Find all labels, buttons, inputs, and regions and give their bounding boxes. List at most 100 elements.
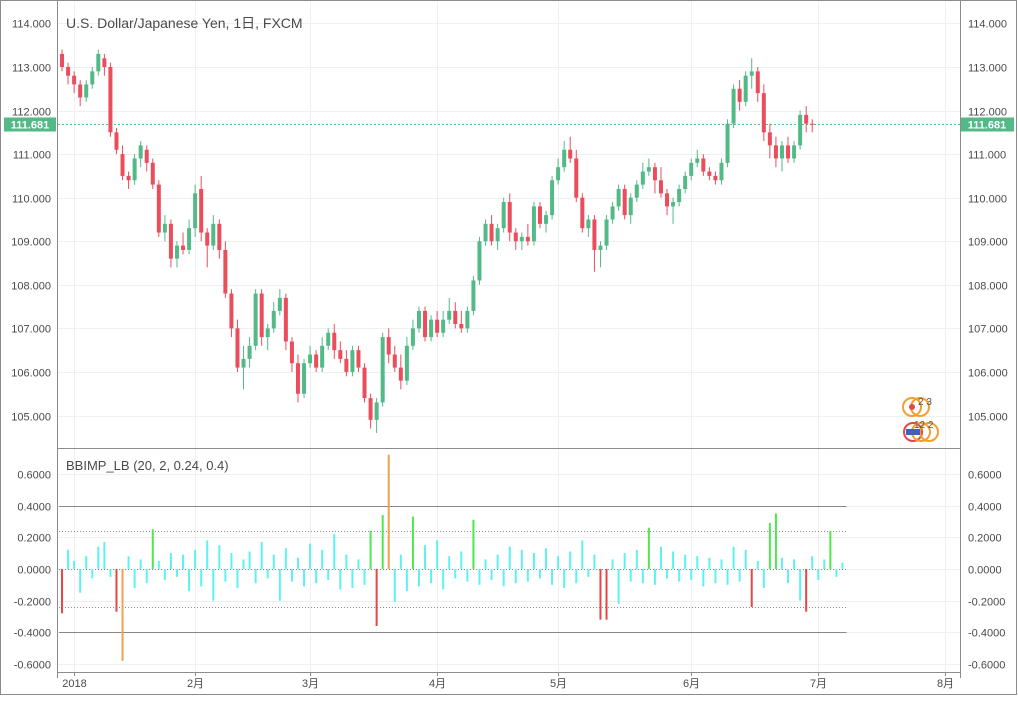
- indicator-bar: [194, 549, 197, 569]
- indicator-bar: [750, 568, 753, 607]
- indicator-bar: [339, 568, 342, 590]
- indicator-axis-right[interactable]: 0.6000 0.4000 0.2000 0.0000 -0.2000 -0.4000 -0…: [968, 470, 1005, 672]
- indicator-bar: [182, 554, 185, 569]
- time-axis[interactable]: 2018 2月 3月 4月 5月 6月 7月 8月: [62, 672, 954, 690]
- indicator-tick-label: 0.0000: [968, 565, 1002, 577]
- candle-body: [344, 358, 349, 372]
- event-badges[interactable]: 2 3 12 2: [902, 397, 939, 442]
- candle-body: [731, 88, 736, 124]
- indicator-bar: [200, 568, 203, 587]
- price-tick-label: 109.000: [11, 237, 51, 249]
- indicator-bar: [369, 530, 372, 569]
- candle-body: [544, 215, 549, 224]
- candle-body: [489, 223, 494, 242]
- indicator-bar: [605, 568, 608, 620]
- indicator-bar: [793, 559, 796, 569]
- candle-body: [719, 162, 724, 181]
- price-tick-label: 110.000: [12, 194, 51, 206]
- candle-body: [507, 202, 512, 233]
- candle-body: [779, 145, 784, 159]
- indicator-bar: [599, 568, 602, 620]
- price-tick-label: 109.000: [968, 237, 1008, 249]
- candle-body: [332, 332, 337, 351]
- indicator-bar: [684, 554, 687, 569]
- indicator-tick-label: 0.0000: [17, 565, 51, 577]
- candle-body: [174, 245, 179, 259]
- candle-body: [616, 188, 621, 207]
- indicator-bar: [278, 568, 281, 601]
- price-tick-label: 105.000: [968, 412, 1008, 424]
- indicator-bar: [284, 548, 287, 569]
- candle-body: [640, 171, 645, 185]
- candle-body: [235, 328, 240, 368]
- indicator-tick-label: 0.2000: [968, 533, 1002, 545]
- candle-body: [374, 402, 379, 420]
- indicator-bar: [91, 568, 94, 579]
- candle-body: [259, 293, 264, 338]
- candle-body: [798, 114, 803, 146]
- main-price-axis-left[interactable]: 114.000 113.000 112.000 111.000 110.000 109.0…: [11, 19, 51, 424]
- indicator-bar: [188, 568, 191, 592]
- price-tick-label: 111.000: [13, 150, 51, 162]
- candle-body: [665, 193, 670, 207]
- main-chart-title: U.S. Dollar/Japanese Yen, 1日, FXCM: [66, 15, 303, 31]
- event-badge-top[interactable]: 2 3: [902, 397, 932, 417]
- indicator-bar: [623, 553, 626, 569]
- price-tick-label: 105.000: [11, 412, 51, 424]
- indicator-bar: [780, 557, 783, 569]
- candle-body: [737, 88, 742, 102]
- candle-body: [265, 328, 270, 338]
- indicator-bar: [581, 540, 584, 569]
- indicator-bar: [411, 516, 414, 569]
- indicator-bar: [478, 568, 481, 585]
- candle-body: [229, 293, 234, 329]
- candle-body: [223, 249, 228, 294]
- candle-body: [72, 75, 77, 85]
- indicator-bar: [254, 568, 257, 584]
- time-tick-label: 2月: [187, 678, 204, 690]
- last-price-label-left: 111.681: [4, 117, 56, 132]
- indicator-tick-label: -0.6000: [14, 660, 51, 672]
- indicator-bar: [363, 568, 366, 585]
- candle-body: [677, 188, 682, 203]
- indicator-bar: [296, 557, 299, 569]
- event-badge-top-text: 2 3: [918, 397, 932, 408]
- candle-body: [459, 324, 464, 329]
- indicator-bar: [829, 530, 832, 569]
- candle-body: [60, 53, 65, 67]
- indicator-bar: [496, 554, 499, 569]
- main-price-axis-right[interactable]: 114.000 113.000 112.000 111.000 110.000 109.0…: [968, 19, 1008, 424]
- indicator-bar: [309, 543, 312, 569]
- indicator-bar: [127, 556, 130, 569]
- candle-body: [289, 341, 294, 364]
- candle-body: [380, 337, 385, 403]
- candle-body: [132, 158, 137, 181]
- event-badge-bottom-text: 12 2: [914, 420, 934, 431]
- candle-body: [416, 310, 421, 329]
- candle-body: [150, 162, 155, 185]
- indicator-bar: [708, 557, 711, 569]
- indicator-bar: [720, 559, 723, 569]
- indicator-bar: [375, 568, 378, 627]
- candle-body: [562, 149, 567, 168]
- price-tick-label: 111.000: [968, 150, 1006, 162]
- indicator-tick-label: 0.6000: [968, 470, 1002, 482]
- candle-body: [441, 319, 446, 333]
- indicator-axis-left[interactable]: 0.6000 0.4000 0.2000 0.0000 -0.2000 -0.4000 -0…: [14, 470, 51, 672]
- candle-body: [193, 193, 198, 229]
- event-badge-bottom[interactable]: 12 2: [903, 420, 939, 442]
- candle-body: [453, 310, 458, 325]
- candle-body: [634, 184, 639, 198]
- indicator-bar: [702, 568, 705, 587]
- price-tick-label: 106.000: [968, 368, 1008, 380]
- indicator-bar: [653, 568, 656, 585]
- candle-body: [386, 337, 391, 355]
- indicator-bar: [272, 554, 275, 569]
- candle-body: [707, 171, 712, 176]
- indicator-bar: [799, 568, 802, 601]
- indicator-bar: [557, 556, 560, 569]
- indicator-bar: [242, 559, 245, 569]
- indicator-bar: [109, 568, 112, 577]
- indicator-bar: [345, 554, 348, 569]
